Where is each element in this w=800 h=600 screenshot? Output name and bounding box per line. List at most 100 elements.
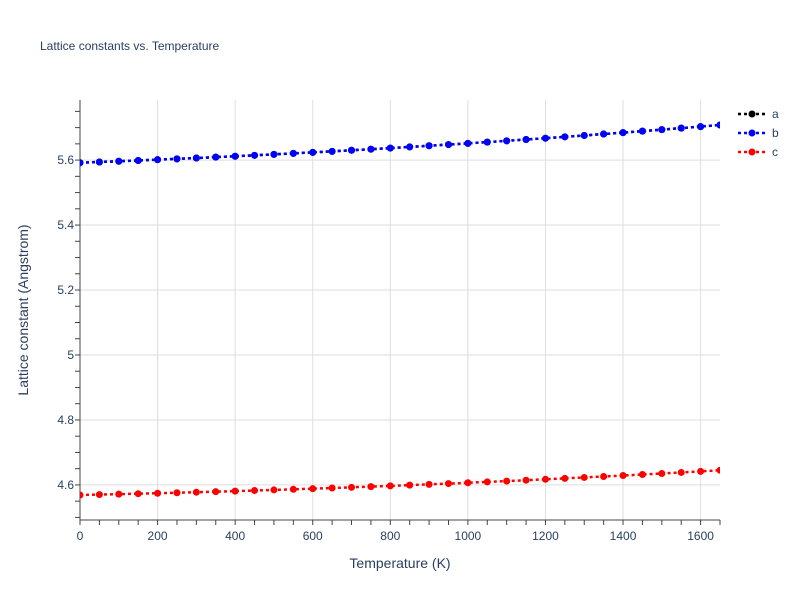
data-point-b — [619, 129, 627, 137]
data-point-b — [541, 134, 549, 142]
data-point-c — [367, 483, 375, 491]
x-tick-label: 800 — [380, 529, 400, 543]
y-tick-label: 5.2 — [57, 283, 74, 297]
data-point-c — [309, 485, 317, 493]
data-point-b — [95, 158, 103, 166]
legend-marker-b — [748, 129, 756, 137]
series-b — [80, 121, 720, 167]
data-point-b — [658, 126, 666, 134]
data-point-c — [270, 486, 278, 494]
data-point-b — [115, 157, 123, 165]
data-point-b — [464, 139, 472, 147]
data-point-c — [80, 491, 84, 499]
y-tick-label: 5 — [67, 348, 74, 362]
data-point-b — [212, 153, 220, 161]
data-point-b — [677, 124, 685, 132]
data-point-c — [444, 480, 452, 488]
data-point-c — [483, 478, 491, 486]
data-point-b — [580, 131, 588, 139]
data-point-c — [658, 469, 666, 477]
x-tick-label: 600 — [303, 529, 323, 543]
y-tick-label: 4.8 — [57, 413, 74, 427]
data-point-b — [348, 146, 356, 154]
series-layer — [80, 121, 720, 499]
legend-item-b[interactable]: b — [738, 126, 779, 140]
data-point-b — [270, 150, 278, 158]
data-point-b — [483, 138, 491, 146]
legend-label: a — [772, 107, 779, 121]
y-tick-label: 5.6 — [57, 153, 74, 167]
x-tick-label: 200 — [148, 529, 168, 543]
data-point-c — [154, 489, 162, 497]
data-point-c — [580, 473, 588, 481]
data-point-b — [134, 156, 142, 164]
data-point-c — [95, 491, 103, 499]
data-point-c — [522, 476, 530, 484]
data-point-b — [638, 127, 646, 135]
legend-label: c — [772, 145, 778, 159]
x-tick-label: 0 — [77, 529, 84, 543]
legend-marker-a — [748, 110, 756, 118]
data-point-c — [638, 471, 646, 479]
x-tick-label: 1200 — [532, 529, 559, 543]
legend[interactable]: abc — [738, 107, 779, 159]
data-point-c — [348, 483, 356, 491]
series-line-c — [80, 469, 720, 497]
data-point-b — [173, 155, 181, 163]
data-point-b — [386, 144, 394, 152]
x-tick-label: 1000 — [455, 529, 482, 543]
y-axis-label: Lattice constant (Angstrom) — [15, 224, 31, 395]
data-point-b — [328, 147, 336, 155]
grid — [80, 100, 720, 520]
data-point-c — [716, 466, 720, 474]
data-point-b — [80, 159, 84, 167]
legend-item-a[interactable]: a — [738, 107, 779, 121]
data-point-c — [600, 473, 608, 481]
data-point-c — [134, 490, 142, 498]
data-point-c — [677, 468, 685, 476]
data-point-b — [561, 133, 569, 141]
legend-item-c[interactable]: c — [738, 145, 778, 159]
legend-marker-c — [748, 148, 756, 156]
data-point-c — [464, 479, 472, 487]
data-point-c — [406, 481, 414, 489]
legend-label: b — [772, 126, 779, 140]
data-point-c — [561, 474, 569, 482]
data-point-b — [697, 123, 705, 131]
axes: 0 200 400 600 800 1000 1200 1400 1600 4.6 4.8 5 5.2 5… — [57, 100, 721, 543]
data-point-c — [619, 472, 627, 480]
data-point-b — [444, 141, 452, 149]
series-c — [80, 466, 720, 499]
data-point-b — [192, 154, 200, 162]
data-point-c — [541, 475, 549, 483]
data-point-c — [503, 477, 511, 485]
data-point-c — [231, 487, 239, 495]
chart-title: Lattice constants vs. Temperature — [40, 39, 220, 53]
data-point-c — [212, 488, 220, 496]
data-point-b — [503, 137, 511, 145]
data-point-c — [251, 487, 259, 495]
x-tick-label: 1400 — [610, 529, 637, 543]
data-point-c — [328, 484, 336, 492]
data-point-c — [192, 488, 200, 496]
y-tick-label: 5.4 — [57, 218, 74, 232]
data-point-b — [600, 130, 608, 138]
data-point-b — [251, 151, 259, 159]
x-tick-label: 400 — [225, 529, 245, 543]
data-point-c — [173, 489, 181, 497]
data-point-b — [522, 136, 530, 144]
data-point-c — [386, 482, 394, 490]
data-point-b — [367, 145, 375, 153]
data-point-b — [425, 142, 433, 150]
data-point-c — [425, 480, 433, 488]
data-point-b — [289, 149, 297, 157]
series-line-b — [80, 123, 720, 164]
data-point-b — [231, 152, 239, 160]
y-tick-label: 4.6 — [57, 478, 74, 492]
x-axis-label: Temperature (K) — [349, 555, 450, 571]
data-point-b — [309, 148, 317, 156]
data-point-b — [406, 143, 414, 151]
data-point-c — [697, 467, 705, 475]
data-point-b — [154, 156, 162, 164]
